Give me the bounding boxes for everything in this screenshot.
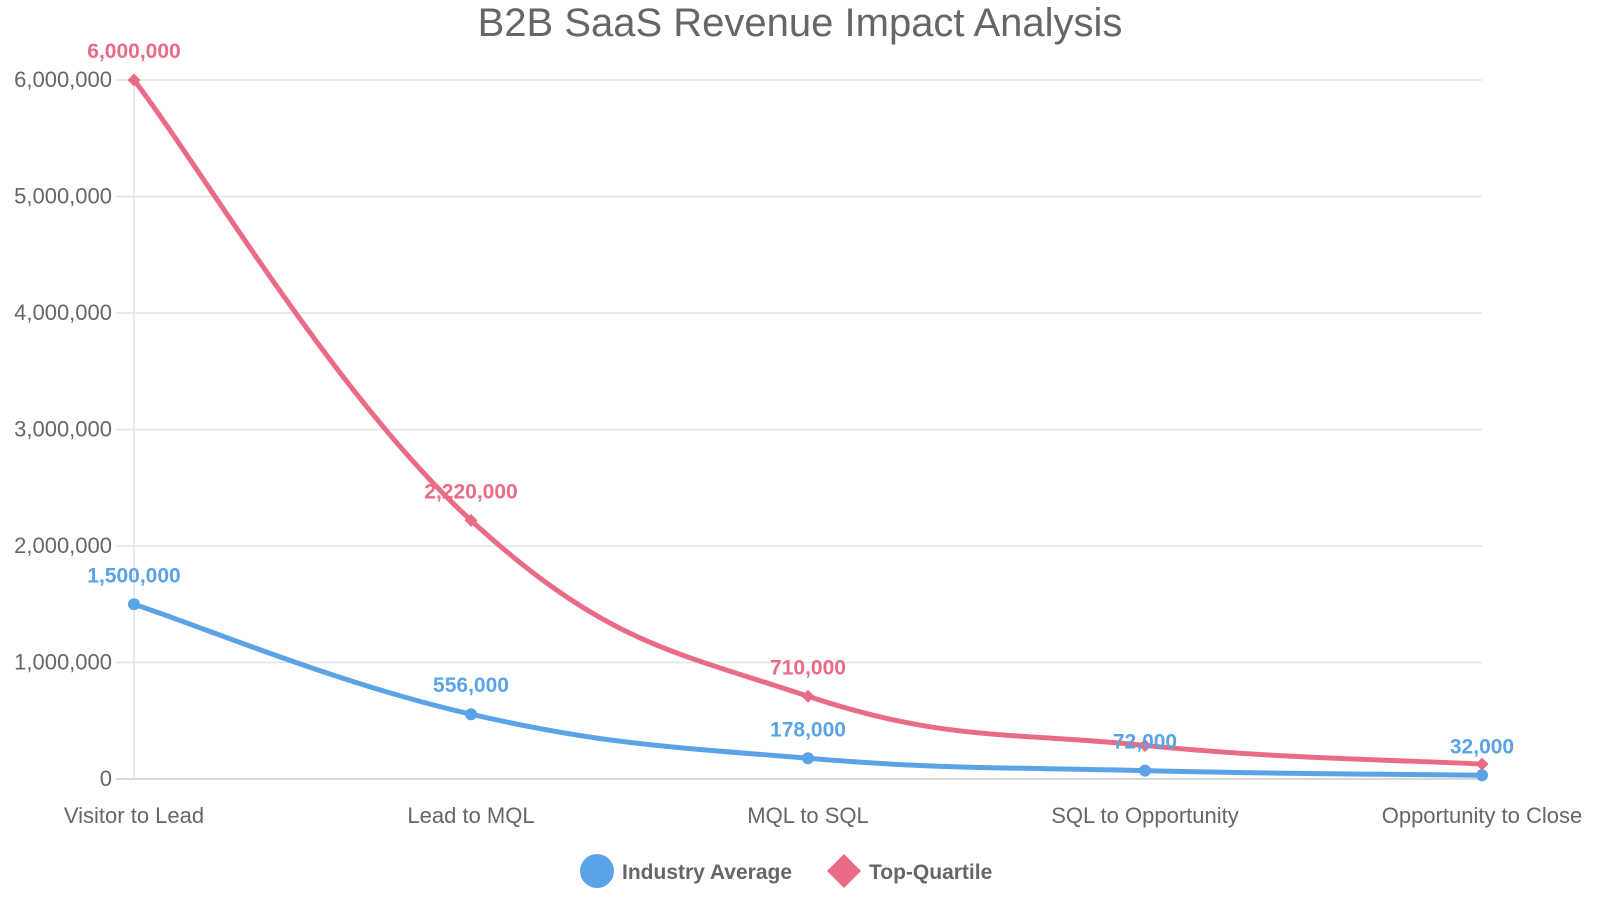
data-label: 178,000 [770, 718, 846, 741]
y-tick-label: 4,000,000 [14, 300, 112, 325]
legend-item-top-quartile[interactable]: Top-Quartile [827, 854, 992, 888]
data-point-circle[interactable] [802, 752, 814, 765]
y-tick-label: 6,000,000 [14, 67, 112, 92]
data-label: 710,000 [770, 656, 846, 679]
data-label: 6,000,000 [87, 40, 180, 63]
y-tick-label: 3,000,000 [14, 417, 112, 442]
data-point-diamond[interactable] [1475, 757, 1489, 771]
series-layer [127, 73, 1489, 782]
legend-label: Industry Average [622, 861, 792, 884]
legend-label: Top-Quartile [869, 861, 992, 884]
legend[interactable]: Industry Average Top-Quartile [580, 854, 992, 888]
y-tick-label: 0 [100, 766, 112, 791]
y-tick-label: 5,000,000 [14, 184, 112, 209]
data-point-circle[interactable] [128, 598, 140, 611]
data-label: 32,000 [1450, 735, 1514, 758]
data-point-diamond[interactable] [1138, 738, 1152, 752]
legend-item-industry-average[interactable]: Industry Average [580, 854, 792, 888]
data-label: 2,220,000 [424, 480, 517, 503]
legend-marker-diamond [827, 854, 861, 888]
data-point-diamond[interactable] [464, 513, 478, 527]
y-axis: 0 1,000,000 2,000,000 3,000,000 4,000,000 5,0… [14, 67, 112, 791]
chart-title: B2B SaaS Revenue Impact Analysis [478, 1, 1123, 45]
data-point-diamond[interactable] [127, 73, 141, 87]
data-labels: 1,500,000 556,000 178,000 72,000 32,000 6,000… [87, 40, 1514, 758]
x-axis: Visitor to Lead Lead to MQL MQL to SQL SQL … [64, 803, 1582, 828]
series-line-top-quartile[interactable] [131, 77, 1485, 767]
y-tick-label: 1,000,000 [14, 650, 112, 675]
x-tick-label: SQL to Opportunity [1051, 803, 1239, 828]
series-line-industry-average[interactable] [131, 601, 1485, 778]
x-tick-label: Visitor to Lead [64, 803, 204, 828]
data-point-circle[interactable] [1139, 764, 1151, 777]
data-label: 556,000 [433, 674, 509, 697]
data-label: 1,500,000 [87, 564, 180, 587]
data-label: 72,000 [1113, 731, 1177, 754]
y-tick-label: 2,000,000 [14, 533, 112, 558]
legend-marker-circle [580, 854, 614, 888]
x-tick-label: Lead to MQL [407, 803, 534, 828]
data-point-circle[interactable] [465, 708, 477, 721]
grid-layer [116, 79, 1482, 780]
data-point-diamond[interactable] [801, 689, 815, 703]
x-tick-label: MQL to SQL [747, 803, 868, 828]
data-point-circle[interactable] [1476, 769, 1488, 782]
x-tick-label: Opportunity to Close [1382, 803, 1583, 828]
